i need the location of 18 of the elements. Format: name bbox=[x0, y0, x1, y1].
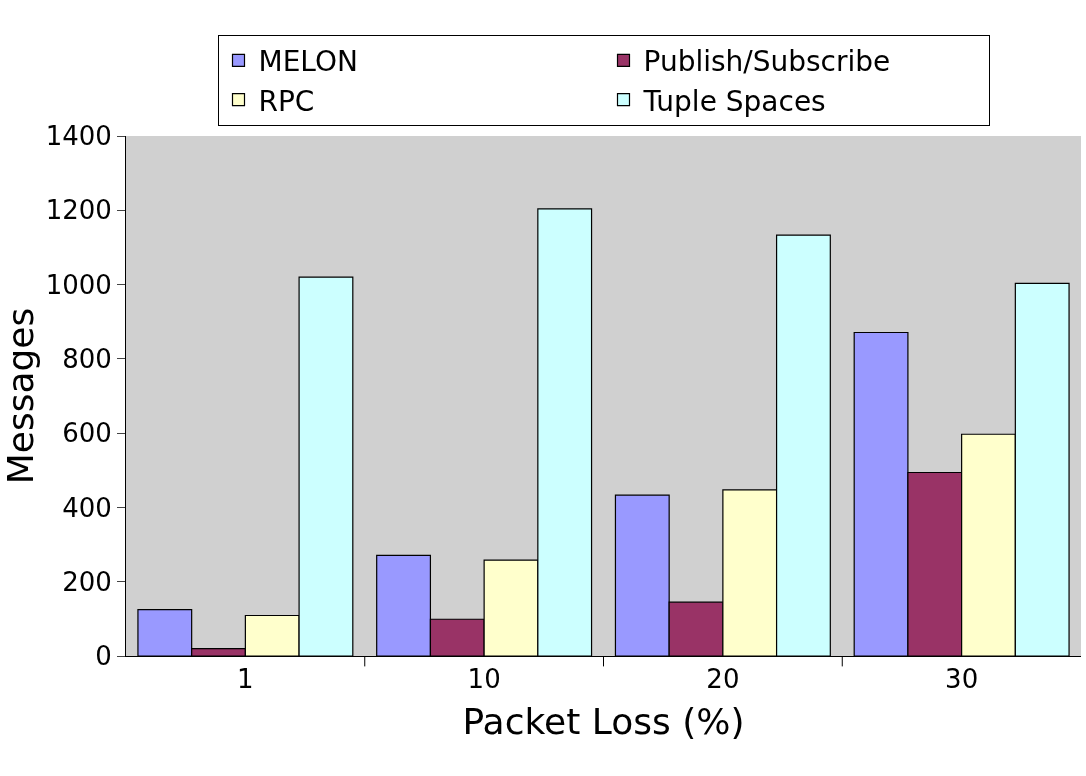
y-tick-label: 600 bbox=[62, 418, 112, 449]
y-tick-label: 800 bbox=[62, 343, 112, 374]
y-tick-label: 1200 bbox=[45, 195, 112, 226]
y-tick-label: 1400 bbox=[45, 121, 112, 152]
legend-label: RPC bbox=[258, 84, 315, 118]
y-tick-label: 400 bbox=[62, 492, 112, 523]
x-tick-label: 20 bbox=[706, 664, 740, 695]
x-axis-title: Packet Loss (%) bbox=[462, 700, 745, 742]
y-axis-title: Messages bbox=[0, 307, 41, 485]
legend-label: Tuple Spaces bbox=[642, 84, 826, 118]
x-tick-label: 10 bbox=[467, 664, 501, 695]
y-tick-label: 1000 bbox=[45, 269, 112, 300]
x-tick-label: 1 bbox=[237, 664, 254, 695]
legend-label: Publish/Subscribe bbox=[643, 45, 891, 79]
y-tick-label: 0 bbox=[95, 641, 112, 672]
x-tick-label: 30 bbox=[945, 664, 979, 695]
y-tick-label: 200 bbox=[62, 566, 112, 597]
legend-label: MELON bbox=[258, 45, 358, 79]
